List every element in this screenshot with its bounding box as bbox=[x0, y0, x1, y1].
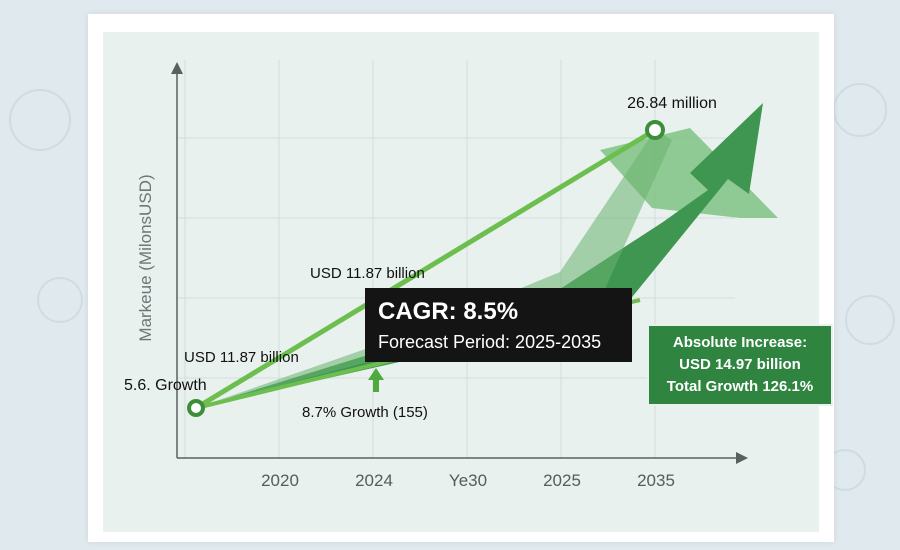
absolute-increase-label: Absolute Increase: bbox=[672, 334, 808, 351]
series-line-upper bbox=[194, 127, 657, 411]
y-axis-label: Markeue (MilonsUSD) bbox=[136, 174, 155, 341]
point-label-start: 5.6. Growth bbox=[124, 377, 207, 394]
cagr-forecast-period: Forecast Period: 2025-2035 bbox=[378, 332, 602, 352]
annotation-mid-lower: USD 11.87 billion bbox=[184, 349, 299, 366]
cagr-box: CAGR: 8.5% Forecast Period: 2025-2035 bbox=[365, 288, 632, 362]
x-tick-label: 2035 bbox=[637, 471, 675, 490]
chart-panel bbox=[103, 32, 819, 532]
growth-arrow-light-fill bbox=[196, 130, 672, 408]
cagr-title: CAGR: 8.5% bbox=[378, 298, 519, 325]
small-growth-arrow-icon bbox=[368, 368, 384, 392]
x-tick-label: Ye30 bbox=[449, 471, 487, 490]
total-growth-value: Total Growth 126.1% bbox=[666, 378, 814, 395]
x-tick-label: 2020 bbox=[261, 471, 299, 490]
x-tick-labels: 2020 2024 Ye30 2025 2035 bbox=[261, 471, 675, 490]
x-tick-label: 2025 bbox=[543, 471, 581, 490]
x-tick-label: 2024 bbox=[355, 471, 393, 490]
point-label-end: 26.84 million bbox=[627, 95, 717, 112]
data-point-start bbox=[187, 399, 205, 417]
annotation-mid-upper: USD 11.87 billion bbox=[310, 265, 425, 282]
absolute-increase-box: Absolute Increase: USD 14.97 billion Tot… bbox=[647, 324, 833, 406]
data-point-end bbox=[645, 120, 665, 140]
absolute-increase-value: USD 14.97 billion bbox=[679, 356, 801, 373]
annotation-growth-arrow: 8.7% Growth (155) bbox=[302, 404, 428, 421]
growth-arrow-dark bbox=[196, 103, 763, 408]
